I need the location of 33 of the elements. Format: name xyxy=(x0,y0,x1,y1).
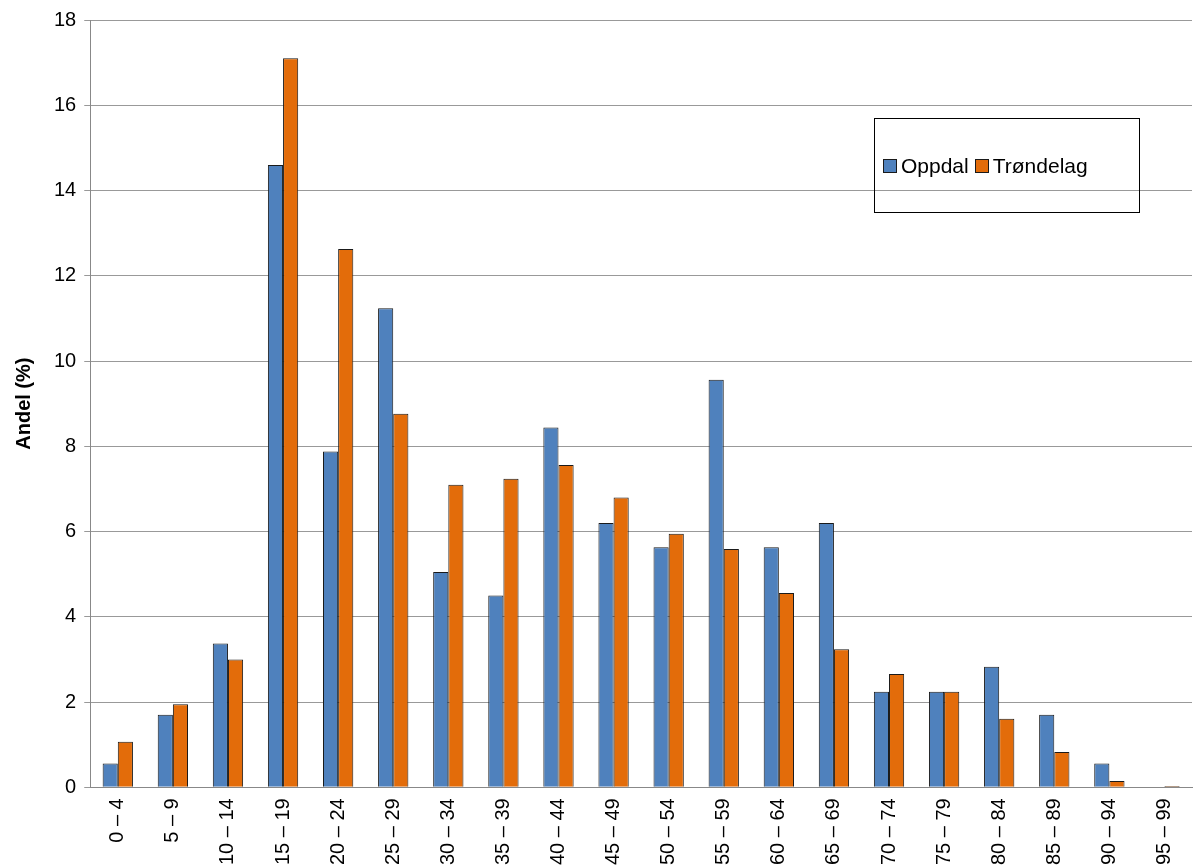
x-tick-label: 70 – 74 xyxy=(876,798,899,866)
legend-label: Trøndelag xyxy=(992,153,1088,178)
y-tick-label: 2 xyxy=(65,689,77,712)
y-axis-title: Andel (%) xyxy=(11,357,34,450)
y-tick-label: 8 xyxy=(65,433,77,456)
y-tick-label: 6 xyxy=(65,519,77,542)
x-tick-label: 80 – 84 xyxy=(986,798,1009,866)
x-tick-label: 25 – 29 xyxy=(380,798,403,866)
y-tick-label: 14 xyxy=(54,178,77,201)
x-tick-label: 50 – 54 xyxy=(656,798,679,866)
x-tick-label: 30 – 34 xyxy=(435,798,458,866)
y-tick-label: 16 xyxy=(54,92,77,115)
x-tick-label: 95 – 99 xyxy=(1151,798,1174,866)
x-tick-label: 0 – 4 xyxy=(105,798,128,843)
y-tick-label: 18 xyxy=(54,7,77,30)
legend-label: Oppdal xyxy=(901,153,969,178)
y-tick-label: 0 xyxy=(65,774,77,797)
y-tick-label: 12 xyxy=(54,263,77,286)
x-tick-label: 35 – 39 xyxy=(490,798,513,866)
x-tick-label: 85 – 89 xyxy=(1041,798,1064,866)
x-tick-label: 65 – 69 xyxy=(821,798,844,866)
x-tick-label: 5 – 9 xyxy=(160,798,183,843)
y-tick-label: 10 xyxy=(54,348,77,371)
x-tick-label: 75 – 79 xyxy=(931,798,954,866)
x-tick-label: 20 – 24 xyxy=(325,798,348,866)
x-tick-label: 10 – 14 xyxy=(215,798,238,866)
x-tick-label: 15 – 19 xyxy=(270,798,293,866)
x-tick-label: 45 – 49 xyxy=(601,798,624,866)
y-tick-label: 4 xyxy=(65,604,77,627)
x-tick-label: 60 – 64 xyxy=(766,798,789,866)
x-tick-label: 40 – 44 xyxy=(546,798,569,866)
x-tick-label: 55 – 59 xyxy=(711,798,734,866)
x-tick-label: 90 – 94 xyxy=(1096,798,1119,866)
